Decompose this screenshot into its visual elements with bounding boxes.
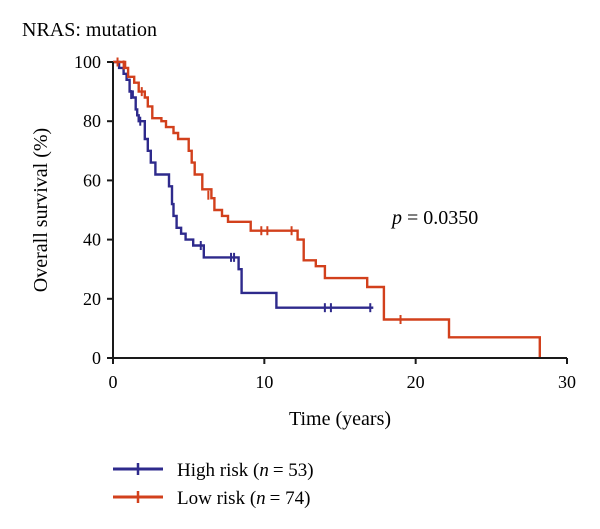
x-tick-label: 20 xyxy=(407,372,425,392)
legend-n-value: = 74) xyxy=(270,488,311,509)
x-axis-ticks: 0 10 20 30 xyxy=(109,358,576,392)
y-tick-label: 100 xyxy=(74,52,101,72)
p-value-annotation: p = 0.0350 xyxy=(390,207,478,229)
x-tick-label: 0 xyxy=(109,372,118,392)
series-line-low xyxy=(113,60,541,358)
legend-label-text: Low risk ( xyxy=(177,488,256,509)
y-tick-label: 0 xyxy=(92,348,101,368)
series-layer xyxy=(113,57,541,358)
y-tick-label: 60 xyxy=(83,170,101,190)
x-axis-label: Time (years) xyxy=(289,408,391,430)
p-symbol: p xyxy=(390,207,402,229)
legend-n-value: = 53) xyxy=(273,460,314,481)
series-line-high xyxy=(113,60,374,309)
legend-label-low: Low risk (n = 74) xyxy=(177,488,310,509)
x-tick-label: 10 xyxy=(255,372,273,392)
y-tick-label: 40 xyxy=(83,230,101,250)
x-tick-label: 30 xyxy=(558,372,576,392)
legend: High risk (n = 53)Low risk (n = 74) xyxy=(113,460,314,509)
y-axis-label: Overall survival (%) xyxy=(30,128,52,292)
chart-title: NRAS: mutation xyxy=(22,19,157,41)
y-tick-label: 80 xyxy=(83,111,101,131)
legend-n-symbol: n xyxy=(259,460,269,481)
legend-label-high: High risk (n = 53) xyxy=(177,460,314,481)
y-tick-label: 20 xyxy=(83,289,101,309)
legend-n-symbol: n xyxy=(256,488,266,509)
y-axis-ticks: 0 20 40 60 80 100 xyxy=(74,52,113,368)
legend-label-text: High risk ( xyxy=(177,460,259,481)
p-value: = 0.0350 xyxy=(407,207,478,229)
